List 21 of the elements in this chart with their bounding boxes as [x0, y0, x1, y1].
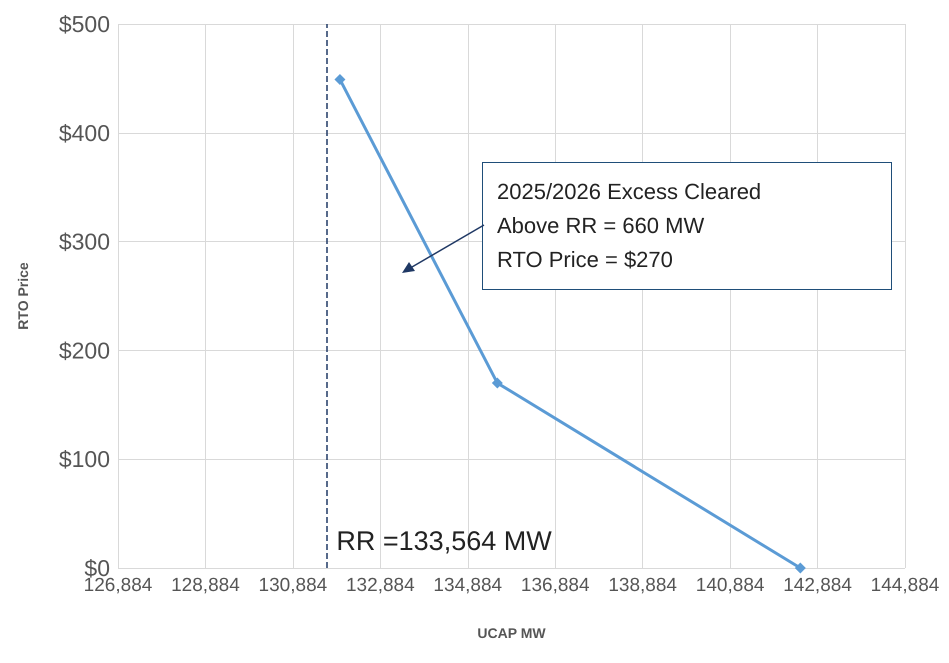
x-axis-title: UCAP MW [477, 625, 546, 641]
y-tick-label: $500 [58, 11, 110, 37]
point [334, 74, 346, 85]
x-tick-label: 130,884 [258, 575, 328, 596]
x-tick-label: 136,884 [520, 575, 590, 596]
x-tick-label: 128,884 [171, 575, 240, 596]
y-tick-label: $300 [58, 228, 110, 255]
x-tick-label: 140,884 [696, 575, 765, 596]
y-tick-label: $400 [58, 120, 110, 146]
callout-box: 2025/2026 Excess Cleared Above RR = 660 MW RTO Price = $270 [482, 162, 892, 290]
x-tick-label: 134,884 [433, 575, 503, 596]
x-tick-label: 144,884 [870, 575, 940, 596]
y-tick-label: $100 [58, 446, 110, 472]
x-tick-label: 142,884 [783, 575, 852, 596]
y-tick-label: $200 [58, 337, 110, 364]
point [794, 562, 806, 574]
x-tick-label: 138,884 [608, 575, 678, 596]
annotation: RR =133,564 MW [336, 526, 552, 557]
x-tick-label: 132,884 [346, 575, 416, 596]
point [492, 378, 503, 389]
y-axis-title: RTO Price [15, 262, 31, 330]
